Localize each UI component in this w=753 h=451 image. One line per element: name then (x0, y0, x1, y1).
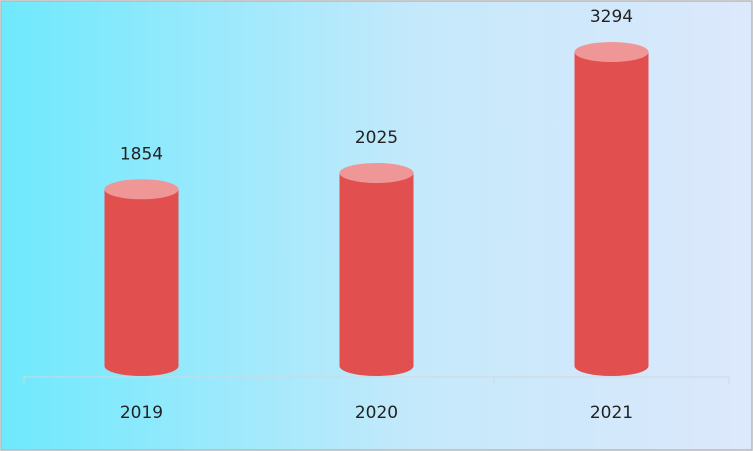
x-tick-label: 2019 (120, 403, 163, 423)
bar-top (339, 162, 414, 183)
bar (104, 189, 179, 366)
data-label: 2025 (355, 128, 398, 148)
x-tick-label: 2020 (355, 403, 398, 423)
bar (574, 52, 649, 366)
bar-top (574, 42, 649, 62)
data-label: 3294 (590, 7, 633, 27)
bar (339, 172, 414, 366)
bar-top (104, 179, 179, 200)
x-tick-label: 2021 (590, 403, 633, 423)
data-label: 1854 (120, 144, 163, 164)
